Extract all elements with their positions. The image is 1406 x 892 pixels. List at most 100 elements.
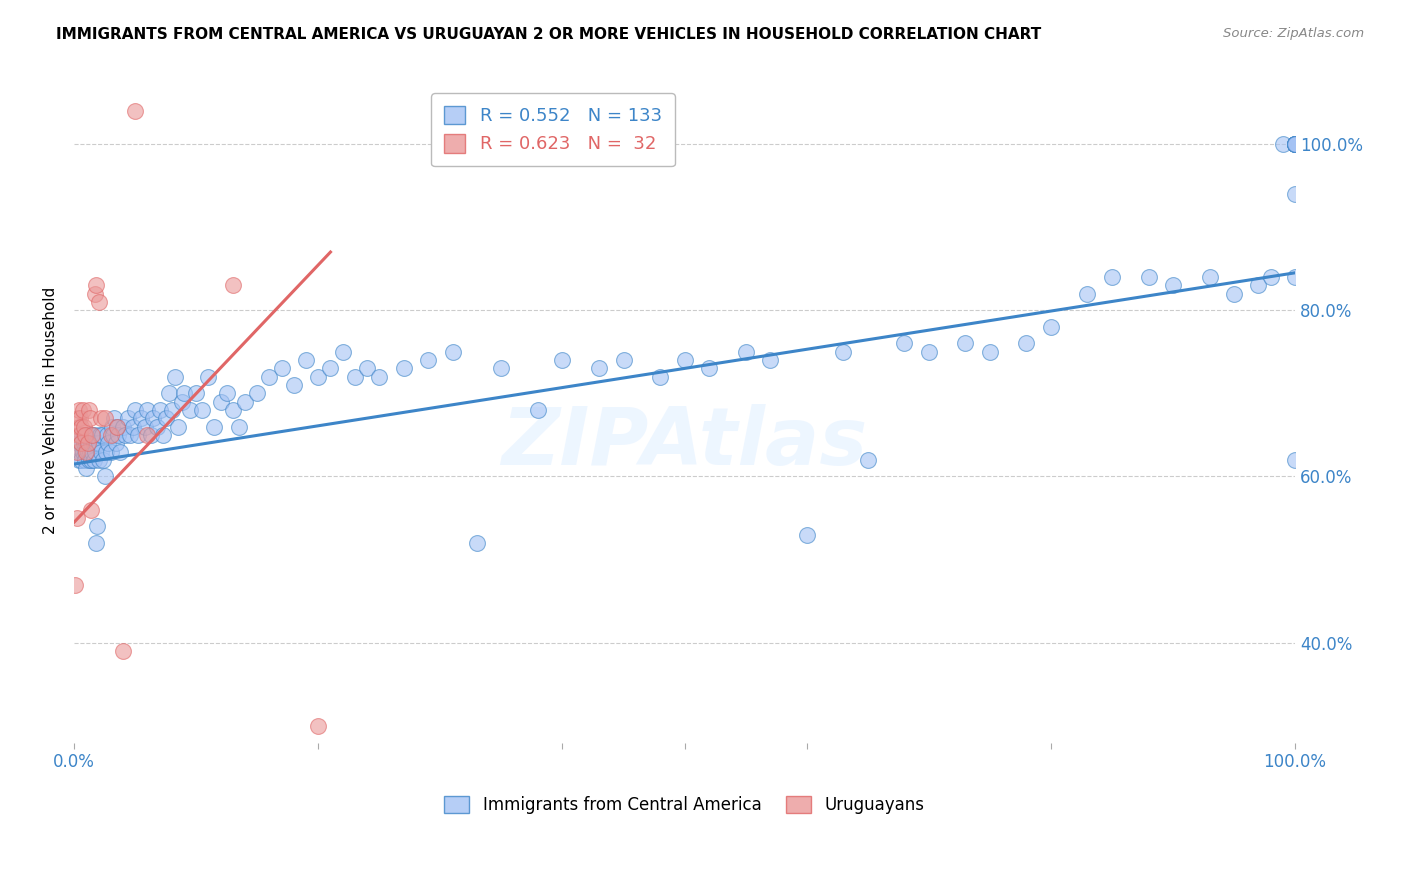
Point [127, 428, 149, 442]
Point [65, 444, 87, 458]
Point [67, 453, 90, 467]
Point [89, 428, 111, 442]
Point [551, 353, 574, 368]
Point [588, 361, 610, 376]
Point [179, 403, 201, 417]
Point [222, 278, 245, 293]
Point [139, 428, 162, 442]
Point [90, 444, 112, 458]
Point [70, 436, 93, 450]
Point [295, 353, 318, 368]
Point [697, 361, 720, 376]
Point [332, 344, 354, 359]
Point [114, 428, 136, 442]
Point [111, 419, 134, 434]
Point [167, 419, 190, 434]
Point [1284, 136, 1306, 151]
Point [1039, 319, 1062, 334]
Point [215, 386, 238, 401]
Point [83, 444, 105, 458]
Point [1284, 136, 1306, 151]
Point [673, 353, 696, 368]
Point [392, 361, 415, 376]
Point [527, 403, 550, 417]
Point [893, 336, 915, 351]
Point [918, 344, 941, 359]
Point [75, 436, 97, 450]
Point [1284, 136, 1306, 151]
Point [343, 369, 366, 384]
Point [83, 436, 105, 450]
Point [796, 527, 818, 541]
Point [209, 394, 232, 409]
Point [76, 436, 98, 450]
Point [650, 369, 672, 384]
Point [186, 386, 208, 401]
Point [204, 419, 226, 434]
Point [97, 436, 120, 450]
Point [1101, 270, 1123, 285]
Point [87, 294, 110, 309]
Point [111, 644, 134, 658]
Point [93, 453, 115, 467]
Point [152, 428, 174, 442]
Point [491, 361, 513, 376]
Point [612, 353, 634, 368]
Point [65, 577, 87, 591]
Point [82, 428, 104, 442]
Point [129, 411, 152, 425]
Y-axis label: 2 or more Vehicles in Household: 2 or more Vehicles in Household [44, 286, 58, 533]
Point [142, 411, 165, 425]
Point [72, 444, 94, 458]
Point [173, 386, 195, 401]
Point [69, 411, 91, 425]
Point [77, 436, 100, 450]
Point [79, 411, 101, 425]
Point [1284, 453, 1306, 467]
Point [70, 419, 93, 434]
Point [124, 103, 146, 118]
Point [100, 444, 122, 458]
Point [134, 419, 156, 434]
Point [307, 719, 329, 733]
Point [69, 444, 91, 458]
Point [259, 369, 281, 384]
Point [75, 444, 97, 458]
Point [121, 419, 143, 434]
Point [1015, 336, 1038, 351]
Point [759, 353, 782, 368]
Point [856, 453, 879, 467]
Point [117, 411, 139, 425]
Legend: Immigrants from Central America, Uruguayans: Immigrants from Central America, Uruguay… [436, 788, 934, 822]
Point [76, 428, 98, 442]
Point [233, 394, 256, 409]
Point [1271, 136, 1294, 151]
Point [77, 453, 100, 467]
Point [65, 511, 87, 525]
Point [73, 419, 96, 434]
Point [124, 403, 146, 417]
Point [67, 419, 90, 434]
Point [1260, 270, 1282, 285]
Point [136, 403, 159, 417]
Point [67, 403, 90, 417]
Point [84, 536, 107, 550]
Point [83, 428, 105, 442]
Point [832, 344, 855, 359]
Point [79, 444, 101, 458]
Point [75, 461, 97, 475]
Point [66, 436, 89, 450]
Point [90, 411, 112, 425]
Point [73, 428, 96, 442]
Point [76, 444, 98, 458]
Point [83, 286, 105, 301]
Point [197, 369, 219, 384]
Point [1198, 270, 1220, 285]
Point [84, 278, 107, 293]
Text: IMMIGRANTS FROM CENTRAL AMERICA VS URUGUAYAN 2 OR MORE VEHICLES IN HOUSEHOLD COR: IMMIGRANTS FROM CENTRAL AMERICA VS URUGU… [56, 27, 1042, 42]
Point [82, 444, 104, 458]
Point [160, 403, 183, 417]
Point [105, 419, 128, 434]
Point [84, 436, 107, 450]
Point [1161, 278, 1184, 293]
